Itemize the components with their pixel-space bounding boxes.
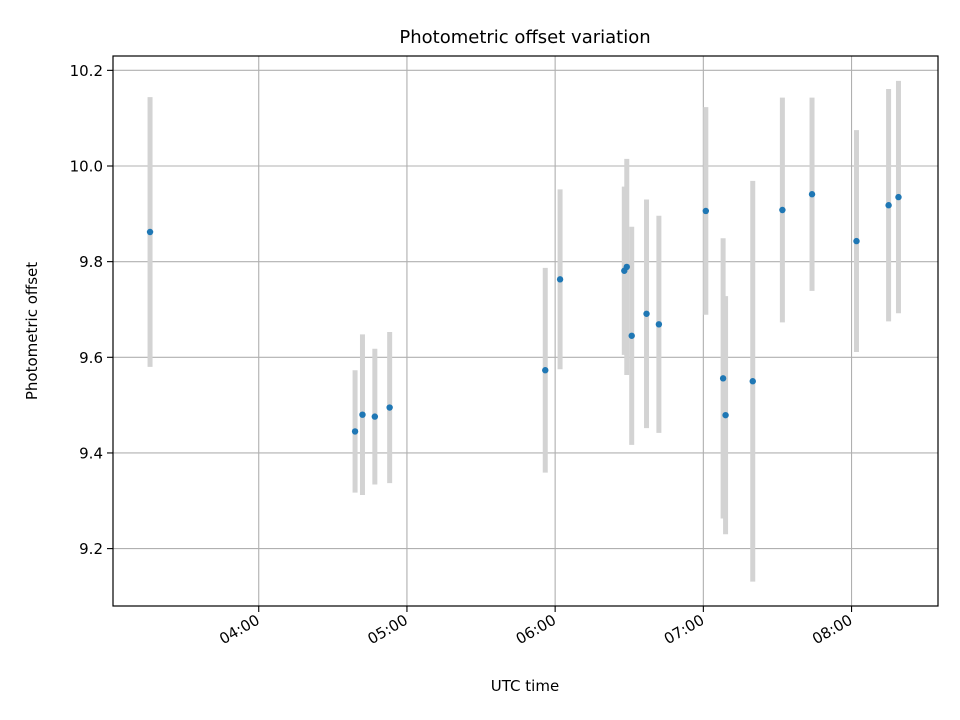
data-point: [885, 202, 892, 209]
data-points: [146, 191, 902, 435]
y-tick-label: 9.6: [79, 349, 103, 367]
y-tick-label: 10.2: [70, 62, 103, 80]
data-point: [643, 310, 650, 317]
data-point: [808, 191, 816, 198]
data-point: [542, 367, 549, 374]
data-point: [386, 404, 393, 411]
y-tick-label: 9.4: [79, 444, 103, 462]
data-point: [359, 411, 366, 418]
data-point: [702, 207, 710, 215]
y-axis: 9.2 9.4 9.6 9.8 10.0 10.2: [70, 62, 113, 558]
data-point: [853, 237, 860, 245]
data-point: [351, 428, 359, 435]
data-point: [749, 378, 756, 385]
grid: [113, 56, 938, 606]
data-point: [146, 228, 154, 236]
data-point: [556, 276, 564, 283]
data-point: [779, 206, 786, 214]
data-point: [371, 413, 379, 420]
data-point: [623, 263, 630, 271]
data-point: [628, 332, 635, 339]
y-tick-label: 9.8: [79, 253, 103, 271]
plot-area-frame: [112, 55, 939, 607]
x-axis-title: UTC time: [491, 677, 559, 695]
data-point: [655, 321, 663, 328]
y-axis-title: Photometric offset: [23, 262, 41, 400]
data-point: [719, 375, 727, 382]
chart-title: Photometric offset variation: [399, 27, 650, 48]
y-tick-label: 10.0: [70, 158, 103, 176]
y-tick-label: 9.2: [79, 540, 103, 558]
data-point: [895, 193, 902, 201]
data-point: [722, 411, 729, 419]
